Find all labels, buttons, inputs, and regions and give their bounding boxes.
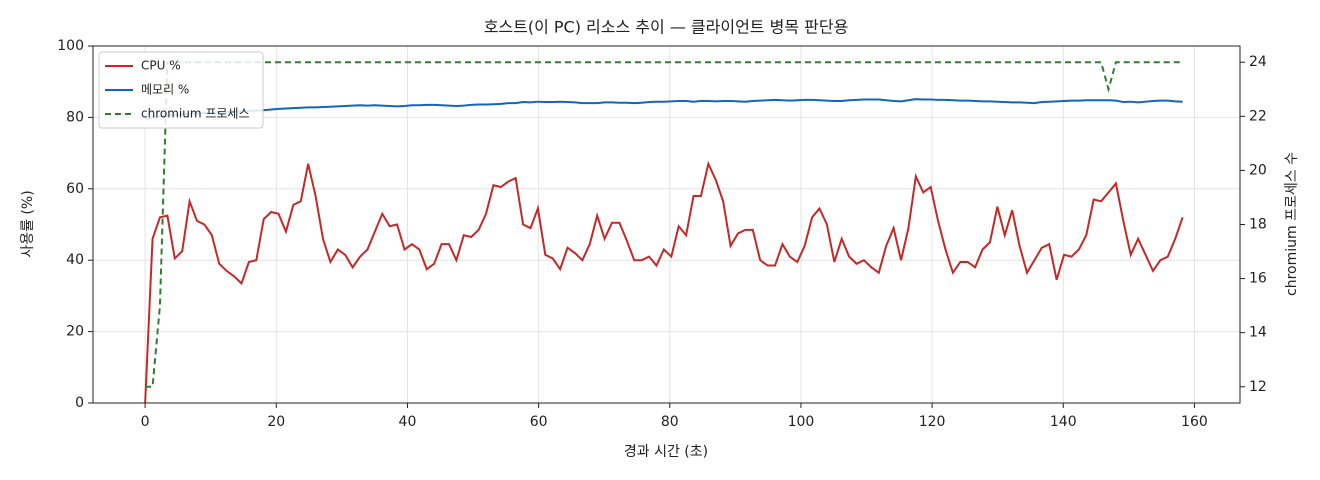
x-tick-label: 80 [661,414,679,430]
y-tick-label: 60 [66,181,84,197]
y2-tick-label: 24 [1249,54,1267,70]
y-axis-label: 사용률 (%) [20,190,36,257]
y-tick-label: 20 [66,324,84,340]
y2-tick-label: 12 [1249,379,1267,395]
y2-axis-label: chromium 프로세스 수 [1284,152,1300,296]
y2-tick-label: 14 [1249,325,1267,341]
y2-tick-label: 20 [1249,162,1267,178]
x-tick-label: 100 [788,414,815,430]
y-tick-label: 40 [66,252,84,268]
x-axis-label: 경과 시간 (초) [624,444,708,460]
legend-label: 메모리 % [141,83,189,97]
y2-tick-label: 16 [1249,271,1267,287]
x-tick-label: 160 [1181,414,1208,430]
x-tick-label: 120 [919,414,946,430]
y2-tick-label: 22 [1249,108,1267,124]
series-line [144,160,1184,404]
x-tick-label: 140 [1050,414,1077,430]
legend-label: chromium 프로세스 [141,107,250,121]
chart-title: 호스트(이 PC) 리소스 추이 — 클라이언트 병목 판단용 [484,18,849,37]
x-tick-label: 0 [141,414,150,430]
y-tick-label: 80 [66,109,84,125]
y-tick-label: 100 [57,38,84,54]
x-tick-label: 20 [267,414,285,430]
y2-tick-label: 18 [1249,217,1267,233]
series-line [144,98,1183,121]
legend-label: CPU % [141,59,181,73]
x-tick-label: 60 [530,414,548,430]
legend-box [98,51,264,129]
x-tick-label: 40 [399,414,417,430]
plot-frame [92,45,1241,404]
series-line [145,61,1183,388]
y-tick-label: 0 [75,395,84,411]
